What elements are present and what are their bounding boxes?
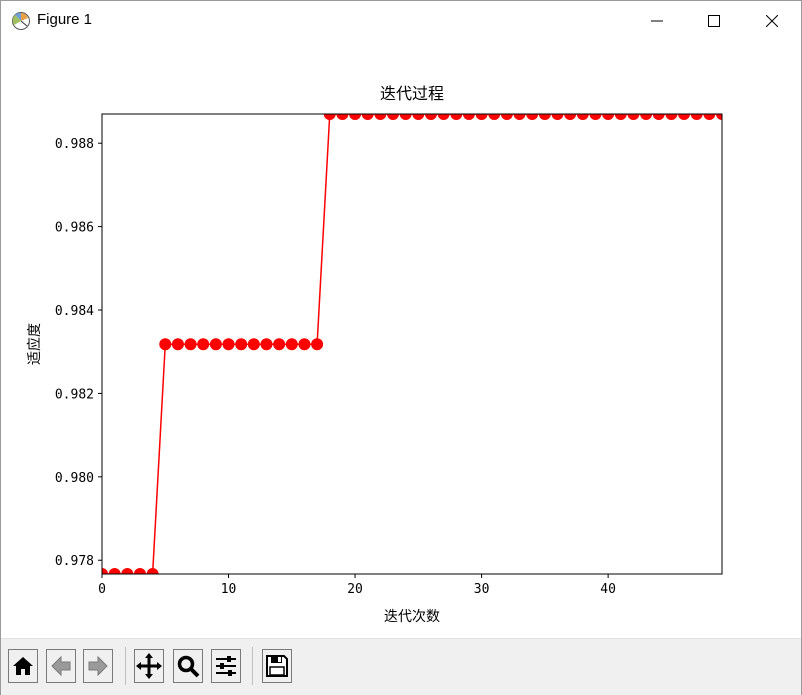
x-tick-label: 20: [347, 582, 363, 597]
close-button[interactable]: [743, 1, 800, 40]
data-point: [589, 114, 602, 120]
data-point: [102, 568, 108, 574]
y-axis-label: 适应度: [26, 323, 43, 365]
data-point: [513, 114, 526, 120]
toolbar-separator: [125, 647, 126, 685]
data-point: [197, 338, 210, 351]
data-point: [424, 114, 437, 120]
y-tick-label: 0.986: [55, 221, 94, 236]
data-point: [564, 114, 577, 120]
data-point: [437, 114, 450, 120]
y-tick-label: 0.982: [55, 387, 94, 402]
y-tick-label: 0.980: [55, 471, 94, 486]
data-point: [222, 338, 235, 351]
data-point: [171, 338, 184, 351]
data-point: [235, 338, 248, 351]
data-point: [602, 114, 615, 120]
minimize-icon: [650, 20, 663, 21]
back-icon: [51, 655, 71, 677]
home-icon: [13, 657, 33, 675]
figure-canvas: 迭代过程 0 10 20 30 40 0.978 0.980 0.982 0.984 0.986 0…: [1, 40, 801, 638]
x-axis-label: 迭代次数: [384, 609, 440, 625]
data-point: [247, 338, 260, 351]
y-tick-label: 0.988: [55, 137, 94, 152]
line-chart: 迭代过程 0 10 20 30 40 0.978 0.980 0.982 0.984 0.986 0…: [26, 84, 723, 625]
data-point: [690, 114, 703, 120]
data-point: [273, 338, 286, 351]
zoom-icon: [177, 655, 200, 678]
home-button[interactable]: [8, 649, 38, 683]
forward-button[interactable]: [83, 649, 113, 683]
configure-subplots-icon: [216, 656, 236, 676]
back-button[interactable]: [46, 649, 76, 683]
data-point: [703, 114, 716, 120]
data-point: [462, 114, 475, 120]
data-point: [159, 338, 172, 351]
data-point: [336, 114, 349, 120]
save-button[interactable]: [262, 649, 292, 683]
app-icon: [12, 12, 30, 30]
data-point: [627, 114, 640, 120]
save-icon: [266, 655, 288, 677]
pan-button[interactable]: [134, 649, 164, 683]
data-point: [133, 568, 146, 574]
data-point: [323, 114, 336, 120]
forward-icon: [88, 655, 108, 677]
data-point: [526, 114, 539, 120]
data-point: [399, 114, 412, 120]
data-point: [576, 114, 589, 120]
data-point: [298, 338, 311, 351]
plot-frame: [101, 113, 723, 575]
data-point: [500, 114, 513, 120]
navigation-toolbar: [1, 638, 801, 695]
data-point: [349, 114, 362, 120]
data-point: [716, 114, 722, 120]
x-tick-label: 0: [98, 582, 106, 597]
data-point: [121, 568, 134, 574]
minimize-button[interactable]: [628, 1, 685, 40]
data-point: [146, 568, 159, 574]
data-point: [538, 114, 551, 120]
x-tick-label: 30: [474, 582, 490, 597]
data-point: [678, 114, 691, 120]
data-point: [652, 114, 665, 120]
pan-icon: [136, 653, 162, 679]
y-tick-label: 0.984: [55, 304, 94, 319]
x-tick-label: 10: [221, 582, 237, 597]
data-point: [475, 114, 488, 120]
zoom-button[interactable]: [173, 649, 203, 683]
y-tick-label: 0.978: [55, 554, 94, 569]
data-point: [285, 338, 298, 351]
data-point: [665, 114, 678, 120]
data-point: [209, 338, 222, 351]
toolbar-separator: [252, 647, 253, 685]
title-bar: Figure 1: [1, 1, 801, 40]
data-point: [551, 114, 564, 120]
chart-title: 迭代过程: [380, 84, 444, 103]
close-icon: [765, 14, 778, 27]
data-point: [374, 114, 387, 120]
x-tick-label: 40: [600, 582, 616, 597]
maximize-icon: [707, 14, 720, 27]
data-point: [260, 338, 273, 351]
data-point: [640, 114, 653, 120]
data-point: [184, 338, 197, 351]
data-point: [450, 114, 463, 120]
configure-subplots-button[interactable]: [211, 649, 241, 683]
maximize-button[interactable]: [685, 1, 742, 40]
data-point: [412, 114, 425, 120]
data-point: [488, 114, 501, 120]
window-title: Figure 1: [37, 11, 93, 28]
data-point: [108, 568, 121, 574]
data-point: [387, 114, 400, 120]
data-point: [361, 114, 374, 120]
data-point: [311, 338, 324, 351]
data-point: [614, 114, 627, 120]
